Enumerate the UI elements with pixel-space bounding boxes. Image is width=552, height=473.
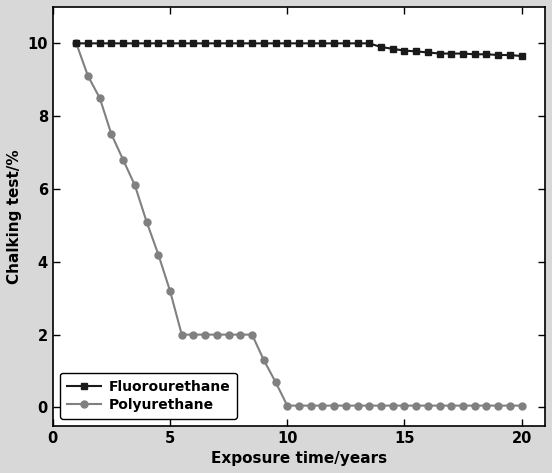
- Fluorourethane: [97, 41, 103, 46]
- Fluorourethane: [214, 41, 220, 46]
- Polyurethane: [167, 288, 173, 294]
- Fluorourethane: [378, 44, 384, 50]
- Fluorourethane: [167, 41, 173, 46]
- Fluorourethane: [483, 52, 490, 57]
- Polyurethane: [237, 332, 243, 337]
- Fluorourethane: [319, 41, 326, 46]
- Polyurethane: [307, 403, 314, 409]
- Fluorourethane: [307, 41, 314, 46]
- X-axis label: Exposure time/years: Exposure time/years: [211, 451, 387, 466]
- Fluorourethane: [131, 41, 138, 46]
- Fluorourethane: [436, 51, 443, 56]
- Polyurethane: [378, 403, 384, 409]
- Fluorourethane: [354, 41, 361, 46]
- Polyurethane: [155, 252, 162, 257]
- Fluorourethane: [366, 41, 373, 46]
- Fluorourethane: [296, 41, 302, 46]
- Fluorourethane: [84, 41, 91, 46]
- Polyurethane: [507, 403, 513, 409]
- Fluorourethane: [144, 41, 150, 46]
- Polyurethane: [97, 95, 103, 101]
- Fluorourethane: [460, 51, 466, 56]
- Fluorourethane: [495, 52, 501, 58]
- Fluorourethane: [190, 41, 197, 46]
- Polyurethane: [131, 183, 138, 188]
- Polyurethane: [343, 403, 349, 409]
- Polyurethane: [214, 332, 220, 337]
- Polyurethane: [284, 403, 290, 409]
- Polyurethane: [120, 157, 126, 163]
- Polyurethane: [144, 219, 150, 225]
- Polyurethane: [471, 403, 478, 409]
- Fluorourethane: [448, 51, 455, 56]
- Fluorourethane: [507, 52, 513, 58]
- Polyurethane: [436, 403, 443, 409]
- Polyurethane: [73, 41, 79, 46]
- Polyurethane: [272, 379, 279, 385]
- Polyurethane: [518, 403, 525, 409]
- Fluorourethane: [471, 52, 478, 57]
- Polyurethane: [178, 332, 185, 337]
- Fluorourethane: [343, 41, 349, 46]
- Fluorourethane: [413, 49, 420, 54]
- Polyurethane: [249, 332, 256, 337]
- Polyurethane: [261, 357, 267, 363]
- Polyurethane: [495, 403, 501, 409]
- Fluorourethane: [331, 41, 337, 46]
- Polyurethane: [331, 403, 337, 409]
- Polyurethane: [108, 131, 115, 137]
- Fluorourethane: [155, 41, 162, 46]
- Fluorourethane: [261, 41, 267, 46]
- Polyurethane: [413, 403, 420, 409]
- Polyurethane: [389, 403, 396, 409]
- Fluorourethane: [237, 41, 243, 46]
- Polyurethane: [354, 403, 361, 409]
- Polyurethane: [424, 403, 431, 409]
- Polyurethane: [202, 332, 209, 337]
- Polyurethane: [460, 403, 466, 409]
- Polyurethane: [84, 73, 91, 79]
- Polyurethane: [319, 403, 326, 409]
- Fluorourethane: [178, 41, 185, 46]
- Polyurethane: [448, 403, 455, 409]
- Fluorourethane: [401, 48, 408, 53]
- Fluorourethane: [108, 41, 115, 46]
- Polyurethane: [401, 403, 408, 409]
- Fluorourethane: [225, 41, 232, 46]
- Fluorourethane: [518, 53, 525, 59]
- Polyurethane: [366, 403, 373, 409]
- Fluorourethane: [73, 41, 79, 46]
- Polyurethane: [225, 332, 232, 337]
- Fluorourethane: [389, 46, 396, 52]
- Polyurethane: [296, 403, 302, 409]
- Line: Fluorourethane: Fluorourethane: [73, 40, 525, 60]
- Polyurethane: [190, 332, 197, 337]
- Fluorourethane: [272, 41, 279, 46]
- Polyurethane: [483, 403, 490, 409]
- Fluorourethane: [202, 41, 209, 46]
- Fluorourethane: [120, 41, 126, 46]
- Fluorourethane: [424, 50, 431, 55]
- Line: Polyurethane: Polyurethane: [73, 40, 525, 409]
- Fluorourethane: [284, 41, 290, 46]
- Fluorourethane: [249, 41, 256, 46]
- Legend: Fluorourethane, Polyurethane: Fluorourethane, Polyurethane: [60, 373, 237, 419]
- Y-axis label: Chalking test/%: Chalking test/%: [7, 149, 22, 284]
